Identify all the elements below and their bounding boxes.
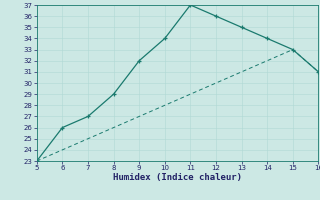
X-axis label: Humidex (Indice chaleur): Humidex (Indice chaleur) [113,173,242,182]
